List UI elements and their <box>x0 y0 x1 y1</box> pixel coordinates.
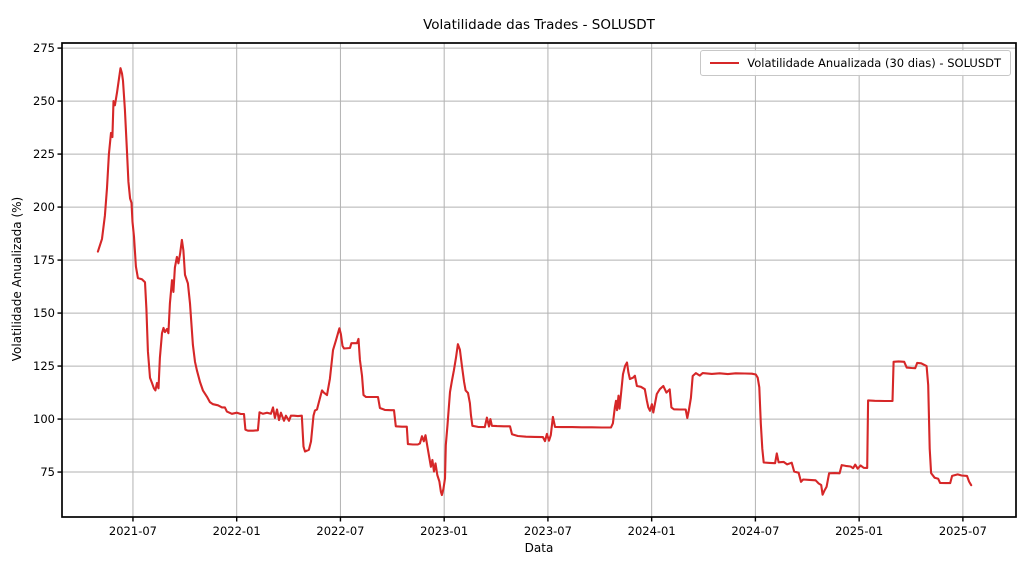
x-tick-label: 2025-07 <box>938 524 987 538</box>
y-tick-label: 200 <box>33 199 55 214</box>
y-tick-label: 225 <box>33 146 55 161</box>
y-tick-label: 75 <box>40 464 55 479</box>
y-tick-label: 125 <box>33 358 55 373</box>
axes-border <box>61 42 1017 518</box>
legend-line-icon <box>710 62 740 64</box>
x-tick-label: 2024-07 <box>731 524 780 538</box>
x-tick-label: 2022-07 <box>316 524 365 538</box>
y-tick-label: 150 <box>33 305 55 320</box>
x-tick-label: 2023-07 <box>523 524 572 538</box>
chart-title: Volatilidade das Trades - SOLUSDT <box>423 17 655 33</box>
volatility-line-series <box>96 67 973 497</box>
y-tick-label: 175 <box>33 252 55 267</box>
x-tick-label: 2022-01 <box>212 524 261 538</box>
x-tick-label: 2025-01 <box>835 524 884 538</box>
grid-lines <box>62 43 1016 517</box>
axis-tick-marks <box>57 47 964 522</box>
y-tick-label: 250 <box>33 93 55 108</box>
x-tick-label: 2024-01 <box>627 524 676 538</box>
y-tick-label: 100 <box>33 411 55 426</box>
legend-label: Volatilidade Anualizada (30 dias) - SOLU… <box>747 56 1001 70</box>
x-axis-label: Data <box>524 541 554 555</box>
y-tick-label: 275 <box>33 40 55 55</box>
legend: Volatilidade Anualizada (30 dias) - SOLU… <box>700 50 1011 76</box>
x-tick-label: 2021-07 <box>108 524 157 538</box>
x-tick-label: 2023-01 <box>420 524 469 538</box>
